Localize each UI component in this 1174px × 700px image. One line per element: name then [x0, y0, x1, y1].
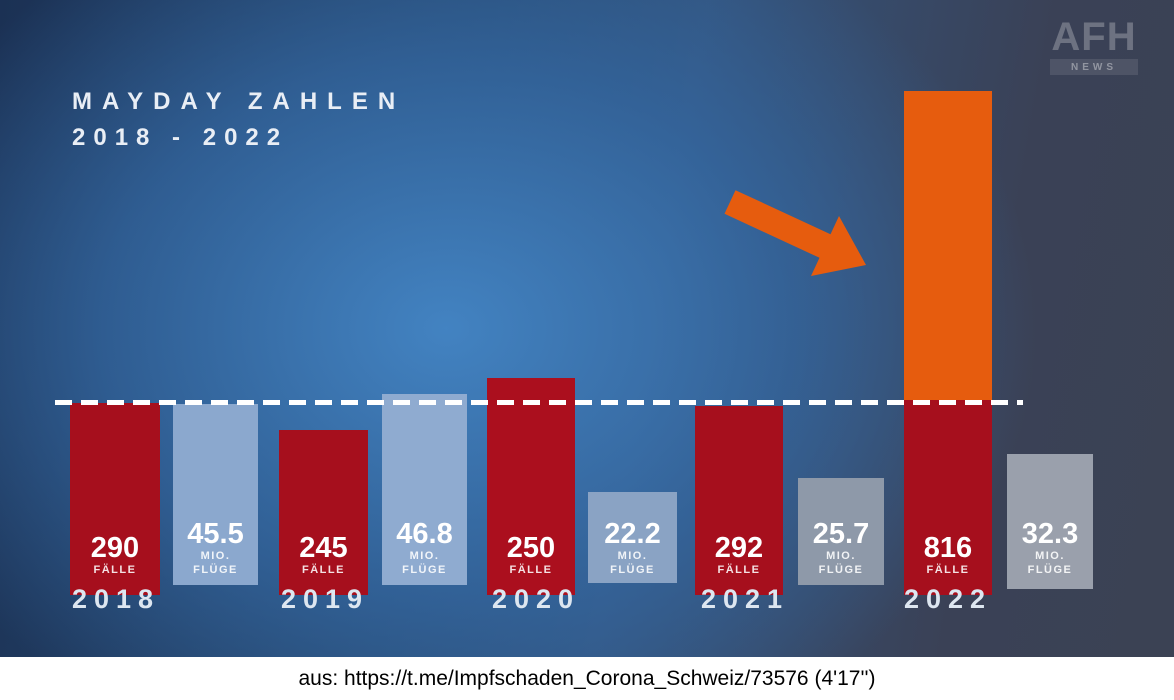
highlight-arrow-icon: [724, 190, 866, 276]
x-axis-label-2020: 2020: [491, 584, 581, 614]
bar-value: 32.3: [1021, 518, 1079, 550]
bar-value: 22.2: [604, 518, 661, 550]
bar-unit: FLÜGE: [1027, 564, 1073, 576]
news-badge: NEWS: [1050, 59, 1138, 75]
bar-value: 292: [714, 532, 764, 564]
bar-unit: FÄLLE: [926, 564, 970, 576]
bar-cases-2021: 292 FÄLLE: [695, 406, 783, 595]
bar-cases-2020: 250 FÄLLE: [487, 378, 575, 595]
bar-unit: MIO.: [1035, 550, 1065, 562]
bar-unit: FÄLLE: [93, 564, 137, 576]
bar-unit: MIO.: [617, 550, 648, 562]
bar-value: 45.5: [187, 518, 244, 550]
bar-unit: FLÜGE: [818, 564, 864, 576]
bar-flights-2019: 46.8 MIO. FLÜGE: [382, 394, 467, 585]
bar-unit: FÄLLE: [717, 564, 761, 576]
bar-value: 25.7: [812, 518, 870, 550]
bar-flights-2021: 25.7 MIO. FLÜGE: [798, 478, 884, 585]
bar-flights-2020: 22.2 MIO. FLÜGE: [588, 492, 677, 583]
bar-unit: MIO.: [200, 550, 231, 562]
x-axis-label-2022: 2022: [903, 584, 993, 614]
x-axis-label-2018: 2018: [71, 584, 161, 614]
afh-logo: AFH NEWS: [1050, 16, 1138, 75]
bar-unit: MIO.: [826, 550, 856, 562]
source-caption: aus: https://t.me/Impfschaden_Corona_Sch…: [0, 657, 1174, 700]
bar-value: 46.8: [396, 518, 453, 550]
bar-flights-2018: 45.5 MIO. FLÜGE: [173, 404, 258, 585]
bar-cases-2022-highlight-segment: [904, 91, 992, 400]
bar-value: 290: [90, 532, 140, 564]
reference-line: [55, 400, 1023, 405]
bar-value: 245: [299, 532, 348, 564]
afh-logo-text: AFH: [1051, 15, 1137, 59]
bar-cases-2019: 245 FÄLLE: [279, 430, 368, 595]
bar-value: 816: [923, 532, 973, 564]
bar-unit: FLÜGE: [610, 564, 655, 576]
chart-title-line1: MAYDAY ZAHLEN: [72, 88, 406, 115]
chart-stage: MAYDAY ZAHLEN 2018 - 2022 AFH NEWS 290 F…: [0, 0, 1174, 657]
bar-unit: FLÜGE: [193, 564, 238, 576]
bar-value: 250: [506, 532, 556, 564]
bar-unit: FÄLLE: [509, 564, 553, 576]
x-axis-label-2021: 2021: [700, 584, 790, 614]
bar-flights-2022: 32.3 MIO. FLÜGE: [1007, 454, 1093, 589]
chart-title-line2: 2018 - 2022: [72, 124, 289, 151]
chart-title: MAYDAY ZAHLEN 2018 - 2022: [72, 84, 405, 156]
bar-unit: FÄLLE: [302, 564, 345, 576]
bar-unit: MIO.: [409, 550, 440, 562]
bar-cases-2018: 290 FÄLLE: [70, 403, 160, 595]
bar-unit: FLÜGE: [402, 564, 447, 576]
x-axis-label-2019: 2019: [280, 584, 370, 614]
bar-cases-2022: 816 FÄLLE: [904, 400, 992, 595]
